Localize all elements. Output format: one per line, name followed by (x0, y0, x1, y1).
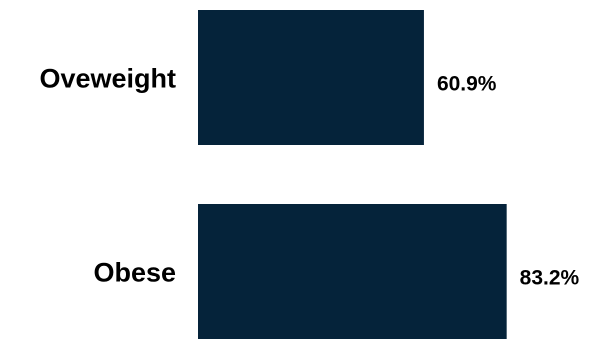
category-label: Oveweight (39, 64, 176, 94)
labels-group: Oveweight 60.9% Obese 83.2% (39, 64, 579, 290)
value-label: 83.2% (520, 267, 580, 290)
value-label: 60.9% (437, 73, 497, 96)
bars-group (198, 10, 507, 339)
bar-obese (198, 204, 507, 339)
category-label: Obese (93, 258, 176, 288)
bar-oveweight (198, 10, 424, 145)
